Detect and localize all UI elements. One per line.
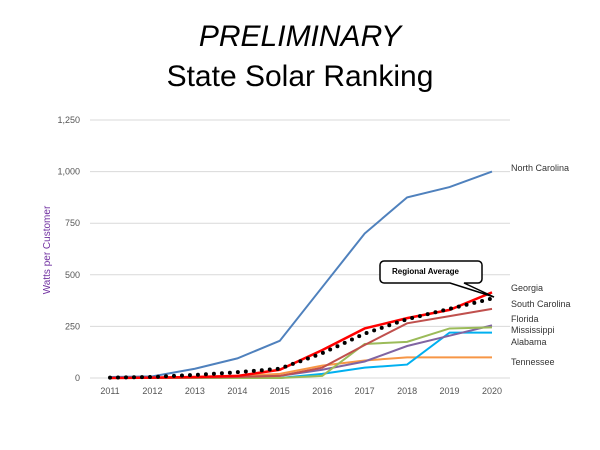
- series-label: Florida: [511, 314, 539, 324]
- y-tick-label: 250: [65, 321, 80, 331]
- series-regional-average: [108, 296, 494, 380]
- y-tick-label: 1,250: [57, 115, 80, 125]
- series-georgia: [109, 291, 493, 380]
- x-tick-label: 2013: [185, 386, 205, 396]
- series-label: Georgia: [511, 283, 543, 293]
- x-tick-label: 2015: [270, 386, 290, 396]
- series-label: Tennessee: [511, 357, 555, 367]
- x-tick-label: 2014: [227, 386, 247, 396]
- series-label: Alabama: [511, 337, 547, 347]
- series-label: Mississippi: [511, 325, 555, 335]
- x-tick-label: 2012: [142, 386, 162, 396]
- y-tick-label: 750: [65, 218, 80, 228]
- y-tick-label: 500: [65, 270, 80, 280]
- y-axis-label: Watts per Customer: [42, 205, 53, 294]
- series-north-carolina: [109, 170, 493, 378]
- y-tick-label: 1,000: [57, 167, 80, 177]
- regional-average-callout: Regional Average: [379, 260, 495, 298]
- chart-title-line1: PRELIMINARY: [198, 20, 402, 53]
- callout-text: Regional Average: [392, 267, 460, 276]
- x-tick-label: 2017: [355, 386, 375, 396]
- x-tick-label: 2019: [440, 386, 460, 396]
- x-tick-label: 2018: [397, 386, 417, 396]
- y-tick-label: 0: [75, 373, 80, 383]
- series-label: South Carolina: [511, 299, 571, 309]
- x-tick-label: 2020: [482, 386, 502, 396]
- chart-title-line2: State Solar Ranking: [166, 60, 434, 93]
- x-tick-label: 2011: [100, 386, 119, 396]
- x-tick-label: 2016: [312, 386, 332, 396]
- series-label: North Carolina: [511, 163, 569, 173]
